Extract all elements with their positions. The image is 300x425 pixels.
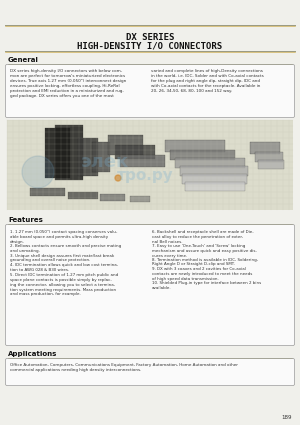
Text: 9. DX with 3 coaxes and 2 cavities for Co-axial
contacts are newly introduced to: 9. DX with 3 coaxes and 2 cavities for C… — [152, 267, 252, 281]
Text: varied and complete lines of high-Density connections
in the world, i.e. IDC, So: varied and complete lines of high-Densit… — [151, 69, 264, 93]
Bar — [180, 166, 248, 176]
FancyBboxPatch shape — [5, 65, 295, 117]
Bar — [115, 145, 155, 159]
Text: DX series high-density I/O connectors with below com-
mon are perfect for tomorr: DX series high-density I/O connectors wi… — [10, 69, 126, 97]
Bar — [30, 188, 65, 196]
Text: 1. 1.27 mm (0.050") contact spacing conserves valu-
able board space and permits: 1. 1.27 mm (0.050") contact spacing cons… — [10, 230, 117, 244]
Bar — [175, 158, 245, 168]
Text: Features: Features — [8, 217, 43, 223]
Text: HIGH-DENSITY I/O CONNECTORS: HIGH-DENSITY I/O CONNECTORS — [77, 41, 223, 50]
Text: 8. Termination method is available in IDC, Soldering,
Right Angle D or Straight : 8. Termination method is available in ID… — [152, 258, 258, 266]
Text: 5. Direct IDC termination of 1.27 mm pitch public and
space plane contacts is po: 5. Direct IDC termination of 1.27 mm pit… — [10, 273, 118, 297]
Bar — [182, 174, 247, 184]
Bar — [130, 196, 150, 202]
Bar — [68, 192, 98, 199]
Bar — [170, 150, 235, 160]
Text: 189: 189 — [281, 415, 292, 420]
Bar — [185, 182, 245, 191]
Text: тро.ру: тро.ру — [117, 167, 173, 182]
Bar — [258, 160, 284, 169]
Bar — [120, 155, 165, 167]
Text: Applications: Applications — [8, 351, 57, 357]
Bar — [100, 194, 125, 201]
Bar — [250, 142, 280, 154]
Bar — [45, 128, 70, 178]
FancyBboxPatch shape — [5, 359, 295, 385]
Text: 6. Backshell and receptacle shell are made of Die-
cast alloy to reduce the pene: 6. Backshell and receptacle shell are ma… — [152, 230, 254, 244]
Text: 3. Unique shell design assures first mate/last break
grounding and overall noise: 3. Unique shell design assures first mat… — [10, 253, 114, 262]
Text: 10. Shielded Plug-in type for interface between 2 bins
available.: 10. Shielded Plug-in type for interface … — [152, 281, 261, 290]
Text: 2. Bellows contacts ensure smooth and precise mating
and unmating.: 2. Bellows contacts ensure smooth and pr… — [10, 244, 121, 253]
Text: 7. Easy to use 'One-Touch' and 'Screw' locking
mechanism and assure quick and ea: 7. Easy to use 'One-Touch' and 'Screw' l… — [152, 244, 257, 258]
Circle shape — [22, 156, 54, 188]
Bar — [78, 138, 98, 176]
Bar — [165, 140, 225, 152]
Circle shape — [115, 175, 121, 181]
Text: DX SERIES: DX SERIES — [126, 33, 174, 42]
Text: Office Automation, Computers, Communications Equipment, Factory Automation, Home: Office Automation, Computers, Communicat… — [10, 363, 238, 372]
Bar — [7, 120, 293, 210]
Bar — [255, 152, 283, 162]
Bar — [108, 135, 143, 155]
Text: элек: элек — [81, 153, 129, 171]
Text: General: General — [8, 57, 39, 63]
Bar — [55, 125, 83, 180]
FancyBboxPatch shape — [5, 224, 295, 346]
Bar — [92, 142, 110, 172]
Text: 4. IDC termination allows quick and low cost termina-
tion to AWG 028 & B30 wire: 4. IDC termination allows quick and low … — [10, 263, 118, 272]
